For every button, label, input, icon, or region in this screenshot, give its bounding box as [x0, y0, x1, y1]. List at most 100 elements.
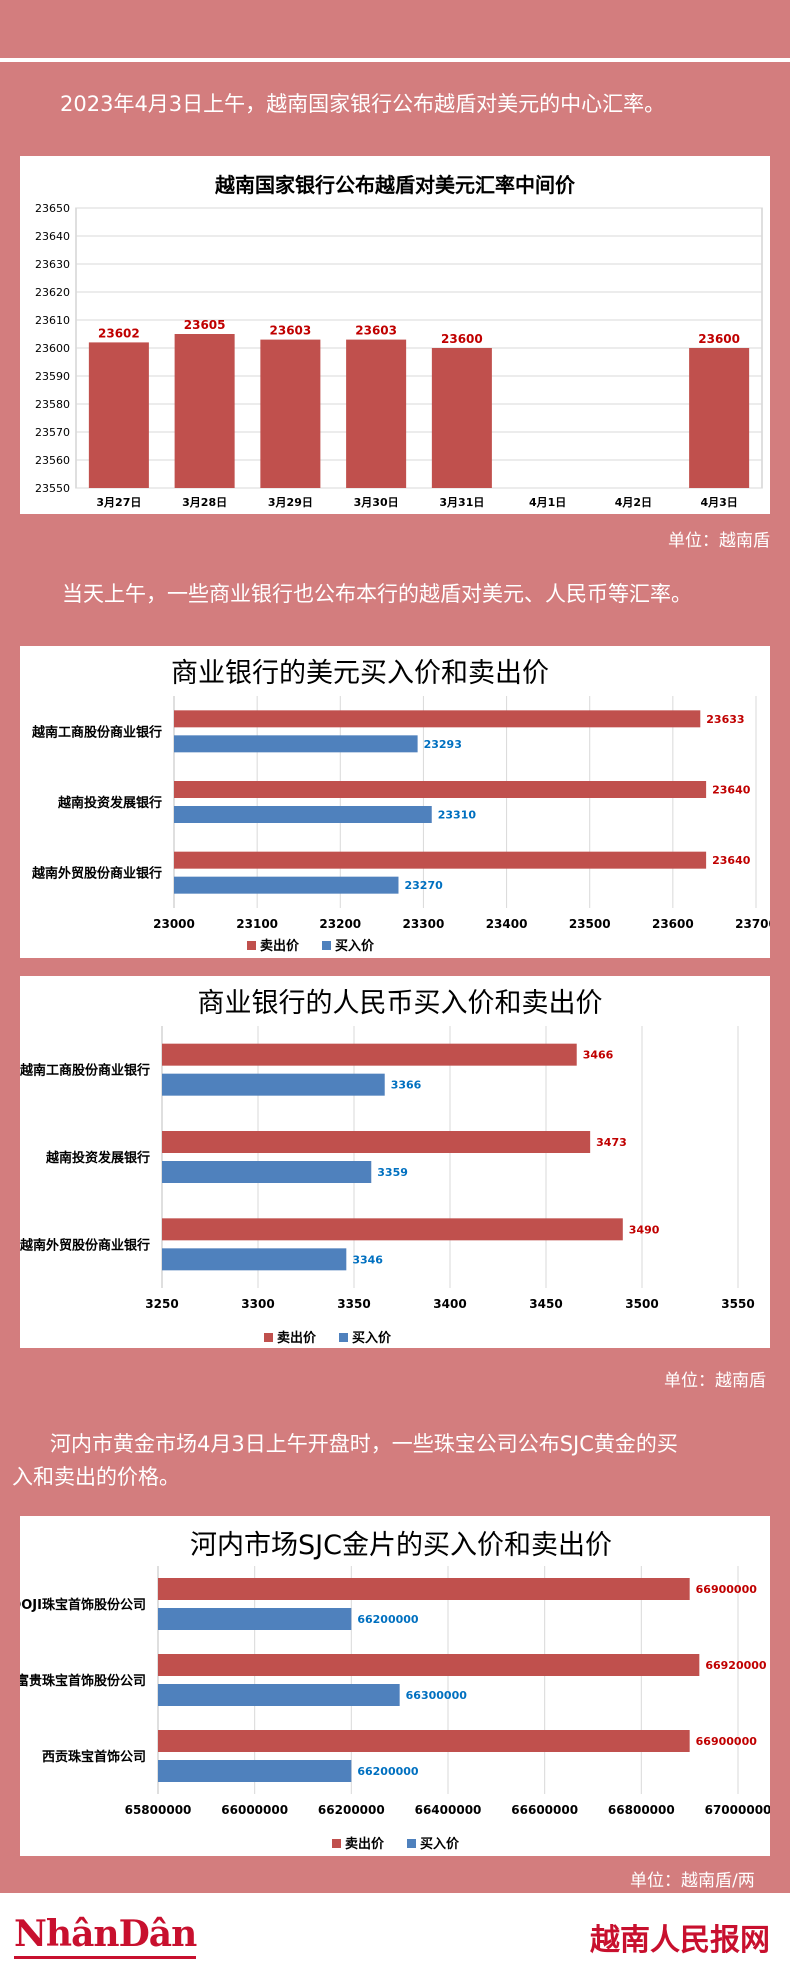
chart-card-cny: 商业银行的人民币买入价和卖出价 3250 3300 3350 3400 3450 3500 3… — [19, 976, 770, 1348]
buy-data-label: 66200000 — [357, 1613, 419, 1626]
x-tick-label: 23100 — [236, 917, 278, 931]
nhandan-logo[interactable]: NhânDân — [14, 1913, 197, 1959]
y-tick-label: 23560 — [35, 454, 70, 467]
buy-bar — [158, 1684, 400, 1706]
buy-bar — [162, 1073, 385, 1096]
x-tick-label: 3月27日 — [96, 496, 141, 509]
x-tick-label: 66000000 — [221, 1803, 288, 1817]
legend-label: 卖出价 — [345, 1836, 385, 1852]
category-label: 越南工商股份商业银行 — [20, 1063, 150, 1079]
category-label: 越南工商股份商业银行 — [31, 724, 162, 740]
sell-bar — [162, 1131, 591, 1153]
y-tick-label: 23620 — [35, 286, 70, 299]
x-tick-label: 3250 — [145, 1297, 178, 1311]
chart-title: 商业银行的美元买入价和卖出价 — [171, 658, 549, 689]
chart-title: 商业银行的人民币买入价和卖出价 — [198, 988, 603, 1019]
site-logo-text[interactable]: 越南人民报网 — [590, 1923, 770, 1958]
x-tick-label: 3550 — [721, 1297, 754, 1311]
usd-rate-chart: 商业银行的美元买入价和卖出价 23000 23100 23200 23300 23400 2… — [31, 658, 777, 954]
sell-bar — [158, 1730, 690, 1752]
x-tick-label: 23000 — [153, 917, 195, 931]
buy-data-label: 3366 — [391, 1079, 422, 1092]
sell-bar — [174, 710, 701, 728]
buy-data-label: 66200000 — [357, 1765, 419, 1778]
intro-paragraph-1: 2023年4月3日上午，越南国家银行公布越盾对美元的中心汇率。 — [60, 92, 666, 116]
sell-data-label: 3466 — [583, 1049, 614, 1062]
legend-swatch — [407, 1839, 416, 1848]
y-tick-label: 23600 — [35, 342, 70, 355]
buy-bar — [174, 876, 399, 894]
x-tick-label: 66200000 — [318, 1803, 385, 1817]
data-label: 23603 — [270, 324, 312, 338]
y-tick-label: 23570 — [35, 426, 70, 439]
buy-bar — [174, 806, 432, 823]
category-label: 越南外贸股份商业银行 — [20, 1237, 150, 1253]
sell-bar — [174, 781, 707, 798]
y-tick-label: 23550 — [35, 482, 70, 495]
buy-data-label: 23293 — [424, 738, 462, 751]
y-tick-label: 23640 — [35, 230, 70, 243]
x-tick-label: 23300 — [403, 917, 445, 931]
buy-data-label: 23310 — [438, 809, 477, 822]
category-label: 越南外贸股份商业银行 — [31, 866, 162, 882]
sell-data-label: 23633 — [706, 713, 744, 726]
sell-bar — [162, 1218, 623, 1241]
legend-label: 买入价 — [352, 1331, 392, 1346]
bar — [346, 339, 407, 488]
intro-paragraph-3-line-1: 河内市黄金市场4月3日上午开盘时，一些珠宝公司公布SJC黄金的买 — [50, 1432, 678, 1456]
bar — [174, 334, 235, 488]
intro-paragraph-2: 当天上午，一些商业银行也公布本行的越盾对美元、人民币等汇率。 — [62, 582, 692, 606]
legend-swatch — [322, 941, 331, 950]
x-tick-label: 65800000 — [125, 1803, 192, 1817]
bar — [689, 348, 750, 488]
sell-data-label: 23640 — [712, 784, 751, 797]
category-label: 越南投资发展银行 — [45, 1150, 150, 1166]
bar — [88, 342, 149, 488]
x-tick-label: 66400000 — [415, 1803, 482, 1817]
cny-rate-chart: 商业银行的人民币买入价和卖出价 3250 3300 3350 3400 3450 3500 3… — [19, 988, 755, 1346]
y-tick-label: 23650 — [35, 202, 70, 215]
x-tick-label: 3350 — [337, 1297, 370, 1311]
buy-bar — [174, 735, 418, 753]
sell-bar — [158, 1578, 690, 1600]
x-tick-label: 4月3日 — [700, 496, 737, 509]
gold-price-chart: 河内市场SJC金片的买入价和卖出价 65800000 66000000 6620000… — [10, 1530, 771, 1852]
x-tick-label: 66600000 — [511, 1803, 578, 1817]
data-label: 23602 — [98, 326, 140, 340]
y-tick-label: 23630 — [35, 258, 70, 271]
chart-card-usd: 商业银行的美元买入价和卖出价 23000 23100 23200 23300 23400 2… — [20, 646, 777, 958]
category-label: 越南投资发展银行 — [57, 795, 162, 811]
x-tick-label: 3月31日 — [439, 496, 484, 509]
x-tick-label: 23200 — [319, 917, 361, 931]
legend-swatch — [247, 941, 256, 950]
sell-data-label: 66900000 — [696, 1583, 758, 1596]
sell-data-label: 3473 — [596, 1136, 627, 1149]
y-tick-label: 23610 — [35, 314, 70, 327]
x-tick-label: 67000000 — [705, 1803, 770, 1817]
x-tick-label: 4月2日 — [615, 496, 652, 509]
buy-bar — [162, 1248, 347, 1271]
intro-paragraph-3-line-2: 入和卖出的价格。 — [12, 1465, 180, 1489]
legend-label: 卖出价 — [260, 938, 300, 954]
bar — [260, 339, 321, 488]
legend-label: 卖出价 — [277, 1330, 317, 1346]
category-label: DOJI珠宝首饰股份公司 — [20, 1597, 146, 1613]
legend-swatch — [332, 1839, 341, 1848]
top-divider — [0, 58, 790, 62]
sell-data-label: 66920000 — [705, 1659, 767, 1672]
x-tick-label: 3月30日 — [354, 496, 399, 509]
sell-bar — [158, 1654, 700, 1676]
sell-data-label: 3490 — [629, 1223, 660, 1236]
bar — [431, 348, 492, 488]
x-tick-label: 23700 — [735, 917, 770, 931]
x-tick-label: 3450 — [529, 1297, 562, 1311]
sell-bar — [162, 1043, 577, 1066]
chart-title: 越南国家银行公布越盾对美元汇率中间价 — [214, 173, 576, 197]
x-tick-label: 23600 — [652, 917, 694, 931]
x-tick-label: 23500 — [569, 917, 611, 931]
unit-label-3: 单位：越南盾/两 — [630, 1871, 755, 1891]
buy-data-label: 23270 — [404, 879, 443, 892]
x-tick-label: 3400 — [433, 1297, 466, 1311]
unit-label-2: 单位：越南盾 — [664, 1371, 766, 1391]
buy-bar — [162, 1161, 372, 1183]
